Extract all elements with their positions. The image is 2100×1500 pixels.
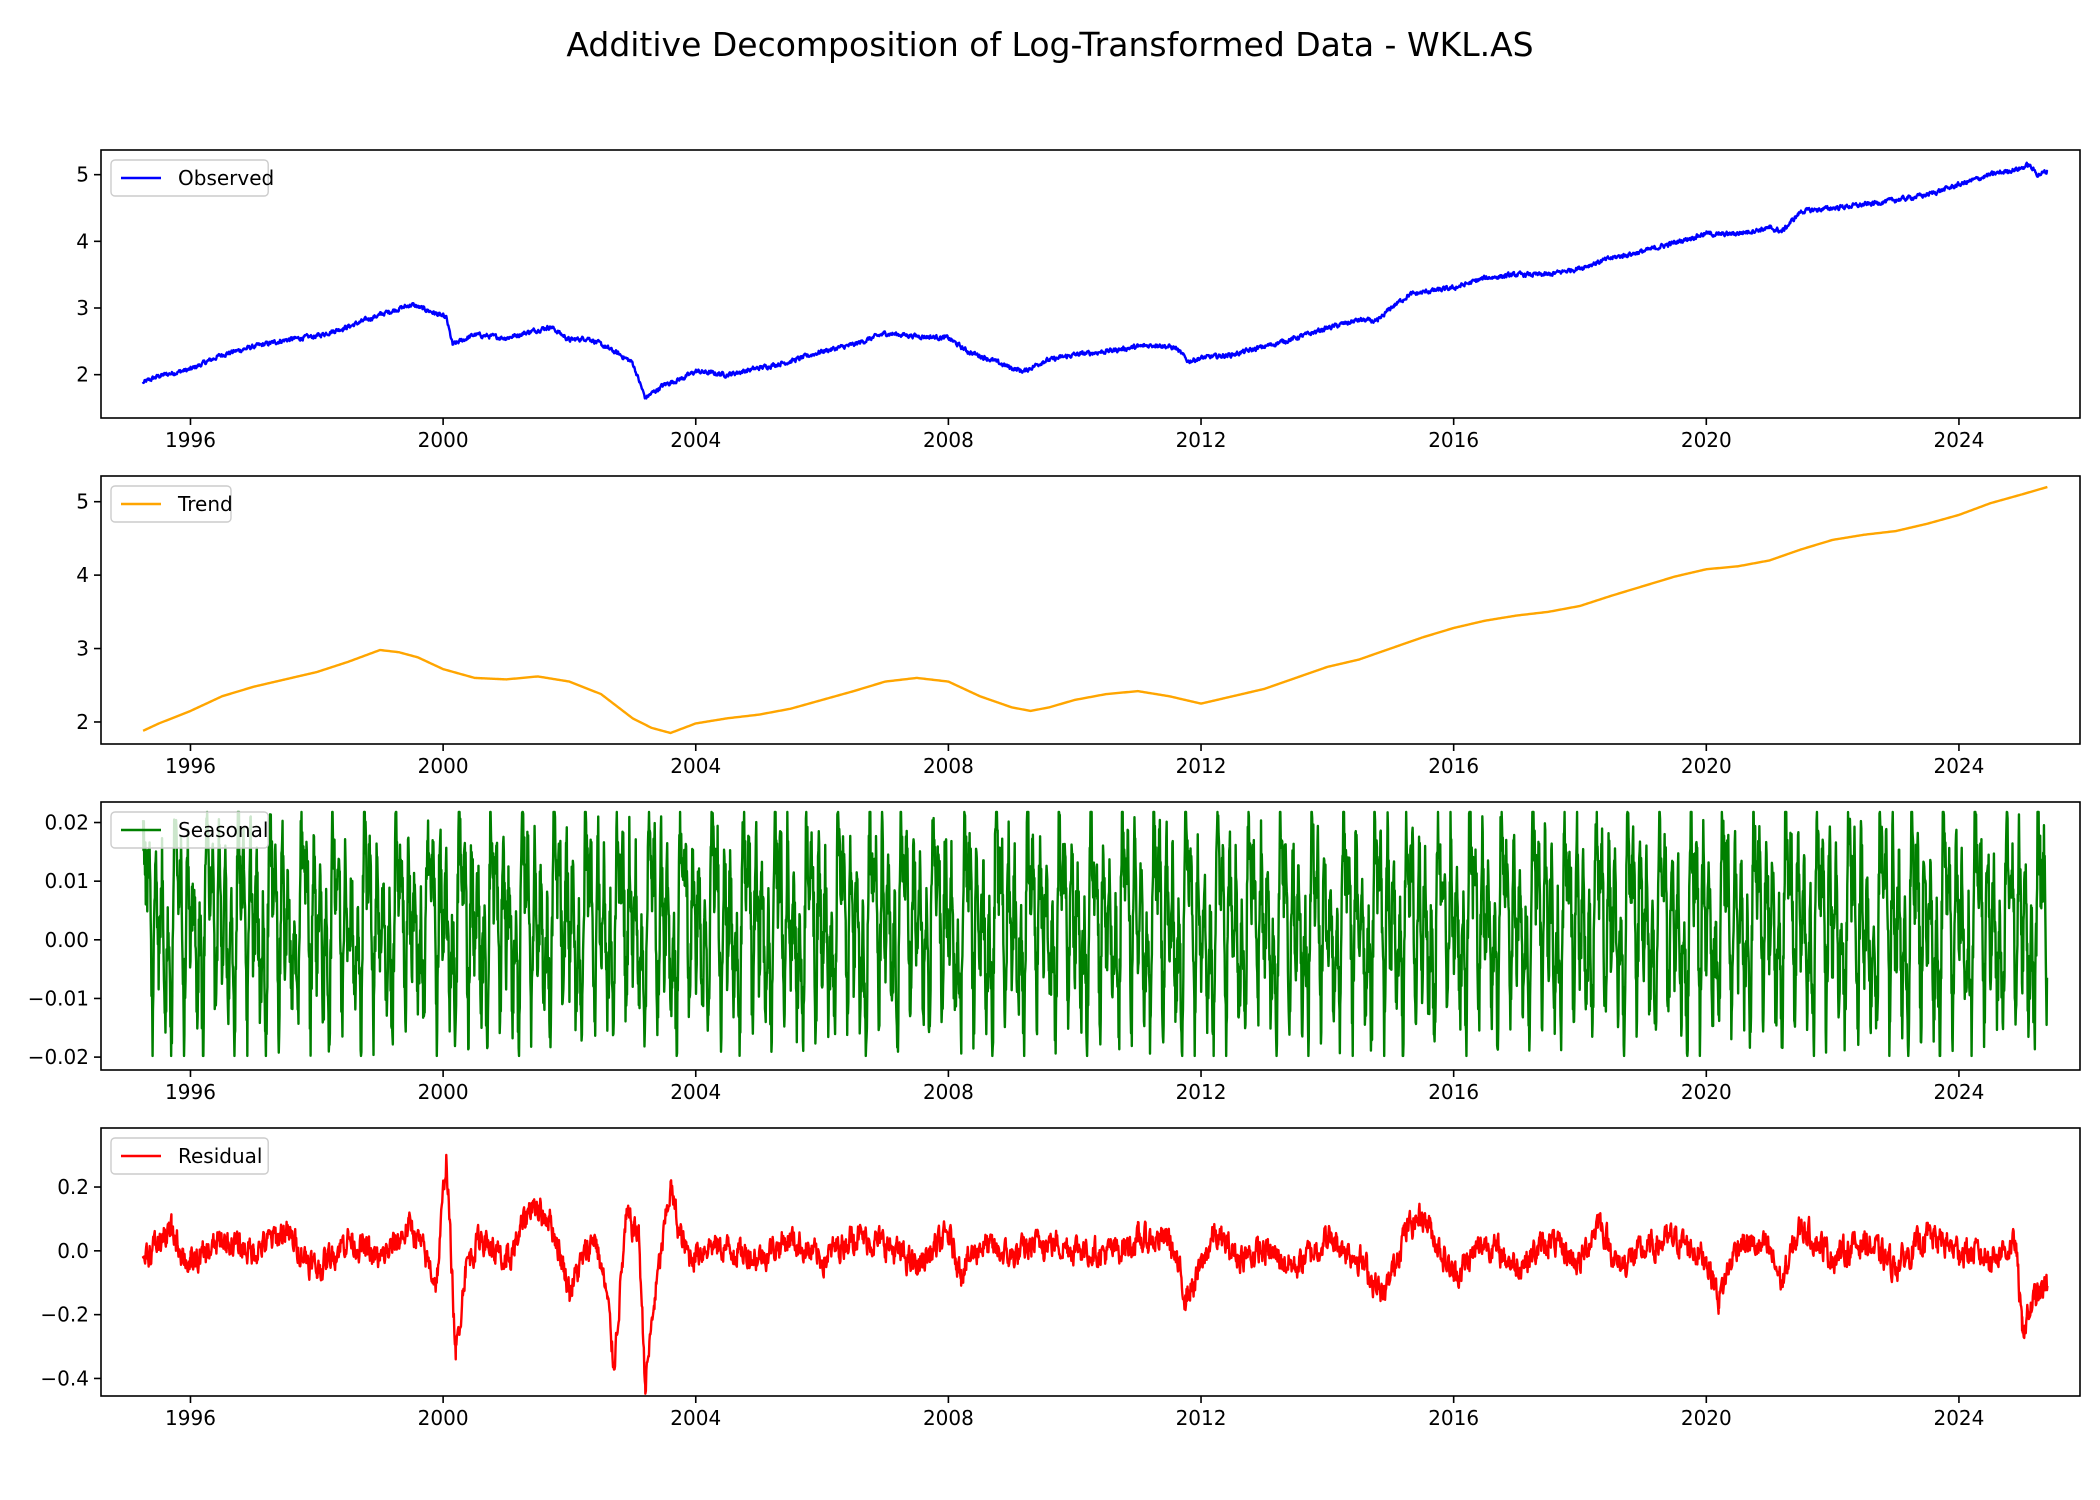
seasonal-axes-frame <box>100 801 2081 1071</box>
seasonal-x-tick-label: 2016 <box>1428 1080 1479 1104</box>
seasonal-y-tick-label: −0.01 <box>28 986 89 1010</box>
observed-x-tick-label: 2008 <box>923 428 974 452</box>
observed-legend-label: Observed <box>178 166 274 190</box>
seasonal-y-tick-label: 0.02 <box>44 811 89 835</box>
trend-legend <box>110 485 232 523</box>
observed-series-line <box>141 161 2049 400</box>
observed-x-tick-label: 1996 <box>165 428 216 452</box>
trend-x-tick-label: 2004 <box>670 754 721 778</box>
observed-y-tick-label: 4 <box>76 229 89 253</box>
observed-x-tick-label: 2000 <box>418 428 469 452</box>
residual-y-tick-label: −0.4 <box>40 1366 89 1390</box>
seasonal-series-line <box>141 810 2049 1058</box>
residual-legend-label: Residual <box>178 1144 262 1168</box>
seasonal-x-tick-label: 2024 <box>1933 1080 1984 1104</box>
observed-x-tick-label: 2020 <box>1681 428 1732 452</box>
seasonal-x-tick-label: 1996 <box>165 1080 216 1104</box>
trend-y-tick-label: 4 <box>76 563 89 587</box>
trend-axes-frame <box>100 475 2081 745</box>
residual-x-tick-label: 2008 <box>923 1406 974 1430</box>
trend-y-tick-label: 2 <box>76 710 89 734</box>
residual-legend <box>110 1137 269 1175</box>
residual-y-tick-label: −0.2 <box>40 1303 89 1327</box>
seasonal-x-tick-label: 2000 <box>418 1080 469 1104</box>
seasonal-y-tick-label: 0.00 <box>44 928 89 952</box>
trend-y-tick-label: 3 <box>76 637 89 661</box>
figure-title: Additive Decomposition of Log-Transforme… <box>566 25 1533 64</box>
residual-axes-frame <box>100 1127 2081 1397</box>
seasonal-legend <box>110 811 269 849</box>
observed-x-tick-label: 2004 <box>670 428 721 452</box>
seasonal-x-tick-label: 2020 <box>1681 1080 1732 1104</box>
seasonal-y-tick-label: 0.01 <box>44 869 89 893</box>
residual-x-tick-label: 2012 <box>1176 1406 1227 1430</box>
residual-x-tick-label: 1996 <box>165 1406 216 1430</box>
observed-x-tick-label: 2012 <box>1176 428 1227 452</box>
residual-x-tick-label: 2000 <box>418 1406 469 1430</box>
trend-x-tick-label: 2020 <box>1681 754 1732 778</box>
trend-legend-label: Trend <box>177 492 233 516</box>
trend-panel: 1996 2000 2004 2008 2012 2016 2020 2024 2 3 4 5 Tren… <box>76 475 2081 778</box>
residual-series-line <box>141 1153 2049 1395</box>
trend-y-tick-label: 5 <box>76 490 89 514</box>
seasonal-y-tick-label: −0.02 <box>28 1045 89 1069</box>
trend-x-tick-label: 2016 <box>1428 754 1479 778</box>
trend-x-tick-label: 2008 <box>923 754 974 778</box>
residual-x-tick-label: 2016 <box>1428 1406 1479 1430</box>
observed-y-tick-label: 5 <box>76 163 89 187</box>
observed-y-tick-label: 3 <box>76 296 89 320</box>
trend-x-tick-label: 2024 <box>1933 754 1984 778</box>
trend-x-tick-label: 1996 <box>165 754 216 778</box>
seasonal-legend-label: Seasonal <box>178 818 268 842</box>
residual-y-tick-label: 0.0 <box>57 1239 89 1263</box>
observed-x-tick-label: 2024 <box>1933 428 1984 452</box>
seasonal-x-tick-label: 2012 <box>1176 1080 1227 1104</box>
residual-x-tick-label: 2024 <box>1933 1406 1984 1430</box>
observed-y-tick-label: 2 <box>76 363 89 387</box>
observed-axes-frame <box>100 149 2081 419</box>
trend-series-line <box>142 485 2048 735</box>
trend-x-tick-label: 2000 <box>418 754 469 778</box>
seasonal-x-tick-label: 2008 <box>923 1080 974 1104</box>
observed-legend <box>110 159 269 197</box>
seasonal-panel: 1996 2000 2004 2008 2012 2016 2020 2024 −0.02 −0.… <box>28 801 2081 1104</box>
observed-panel: 1996 2000 2004 2008 2012 2016 2020 2024 2 3 4 5 Obse… <box>76 149 2081 452</box>
residual-panel: 1996 2000 2004 2008 2012 2016 2020 2024 −0.4 −0.2… <box>40 1127 2081 1430</box>
observed-x-tick-label: 2016 <box>1428 428 1479 452</box>
seasonal-x-tick-label: 2004 <box>670 1080 721 1104</box>
residual-x-tick-label: 2020 <box>1681 1406 1732 1430</box>
residual-y-tick-label: 0.2 <box>57 1175 89 1199</box>
trend-x-tick-label: 2012 <box>1176 754 1227 778</box>
residual-x-tick-label: 2004 <box>670 1406 721 1430</box>
